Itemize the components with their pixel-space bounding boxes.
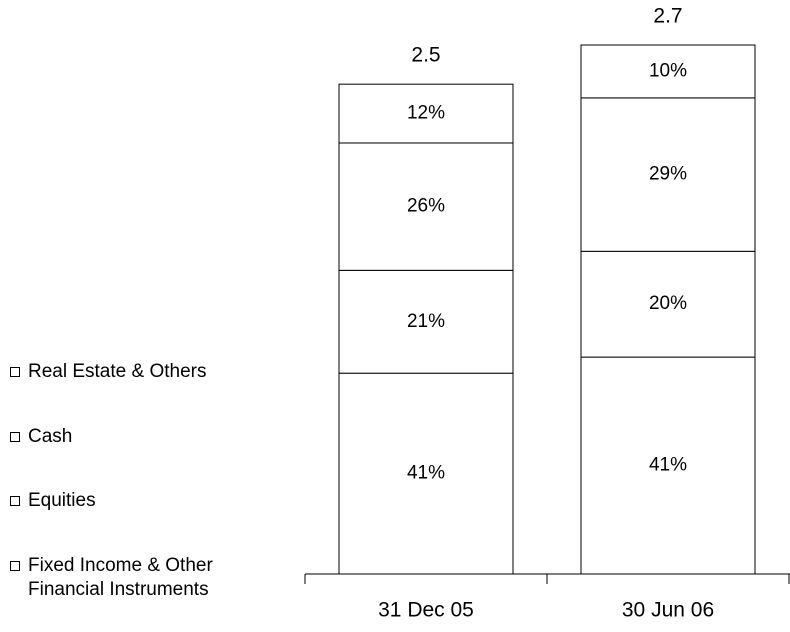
bar-segment (580, 250, 756, 358)
bar-segment (580, 356, 756, 575)
bar-segment (338, 83, 514, 144)
x-tick-label: 30 Jun 06 (622, 599, 714, 622)
total-label: 2.5 (411, 44, 440, 67)
value-label: 20% (649, 293, 687, 314)
value-label: 26% (407, 196, 445, 217)
value-label: 21% (407, 311, 445, 332)
value-label: 41% (407, 463, 445, 484)
bar-segment (580, 44, 756, 99)
value-label: 12% (407, 103, 445, 124)
legend-swatch (10, 561, 20, 571)
value-label: 41% (649, 455, 687, 476)
bar-segment (338, 372, 514, 575)
bar-segment (338, 142, 514, 271)
legend-swatch (10, 432, 20, 442)
value-label: 29% (649, 164, 687, 185)
value-label: 10% (649, 60, 687, 81)
legend-label: Cash (28, 426, 73, 447)
legend-swatch (10, 496, 20, 506)
x-tick-label: 31 Dec 05 (378, 599, 474, 622)
legend-label: Real Estate & Others (28, 361, 207, 382)
bar-segment (580, 97, 756, 252)
bar-segment (338, 269, 514, 374)
legend-swatch (10, 367, 20, 377)
legend-label: Equities (28, 490, 96, 511)
legend-label: Fixed Income & Other Financial Instrumen… (28, 555, 213, 600)
total-label: 2.7 (653, 5, 682, 28)
